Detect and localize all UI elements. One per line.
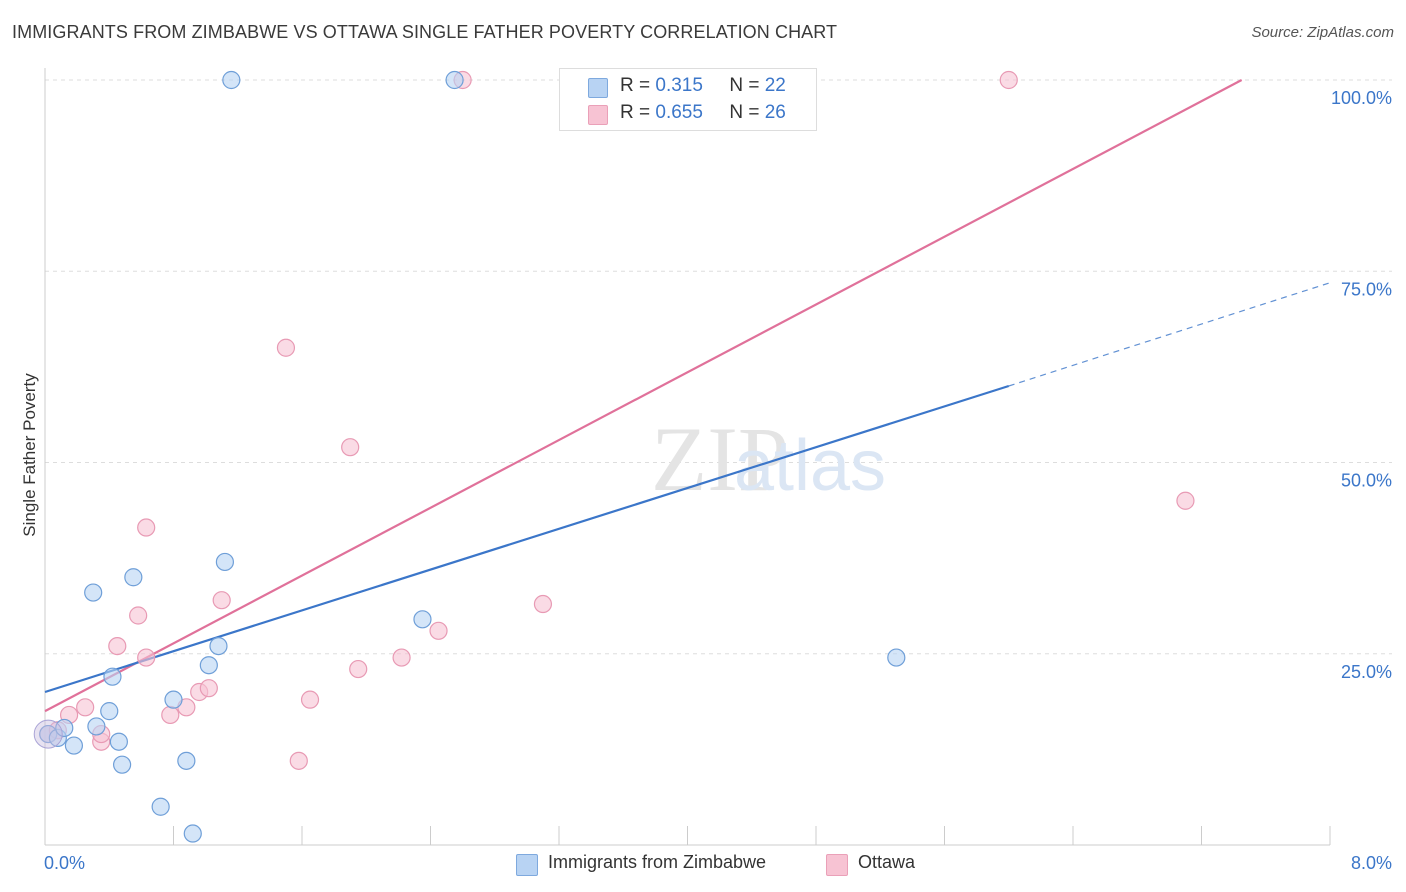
legend-r-value: 0.315 [655,75,703,96]
bottom-legend-ottawa: Ottawa [826,852,916,876]
ottawa-point [129,606,148,625]
ottawa-point [999,70,1018,90]
zimbabwe-point [199,656,218,675]
zimbabwe-point [124,568,143,587]
zimbabwe-point [164,690,183,709]
tick-label-layer: 25.0% 50.0% 75.0% 100.0% 0.0% 8.0% [44,88,1392,873]
zimbabwe-point [64,736,84,755]
axis-layer [44,68,1331,846]
zimbabwe-trend-line [44,384,1010,694]
ottawa-point [300,690,320,709]
y-tick-label: 75.0% [1341,279,1392,299]
grid-layer [45,79,1392,655]
overlap-point [33,719,63,749]
x-tick-label: 0.0% [44,853,85,873]
zimbabwe-point [413,610,432,629]
zimbabwe-point [183,824,202,843]
zimbabwe-point [84,583,103,602]
point-layer [33,70,1195,843]
x-tick-label: 8.0% [1351,853,1392,873]
zimbabwe-point [151,797,170,816]
legend-n-value: 22 [764,75,786,96]
zimbabwe-point [55,718,74,738]
ottawa-point [199,679,218,698]
y-tick-label: 50.0% [1341,471,1392,491]
y-tick-label: 100.0% [1331,88,1392,108]
bottom-legend-swatch-pink [826,854,848,876]
ottawa-point [349,659,368,679]
legend-r-value: 0.655 [655,102,703,123]
ottawa-point [429,621,448,640]
bottom-legend-label: Immigrants from Zimbabwe [548,852,767,872]
trend-layer [44,79,1331,713]
legend-n-label: N = [729,75,760,96]
zimbabwe-point [100,702,119,721]
y-tick-label: 25.0% [1341,662,1392,682]
ottawa-point [289,751,308,770]
zimbabwe-point [887,648,906,667]
ottawa-point [137,648,156,667]
y-axis-title: Single Father Poverty [20,373,39,537]
ottawa-point [161,705,180,725]
ottawa-point [392,648,411,667]
correlation-legend: R = 0.315 N = 22 R = 0.655 N = 26 [559,68,817,131]
legend-r-label: R = [620,102,651,123]
legend-n-value: 26 [764,102,786,123]
legend-swatch-pink [588,105,608,125]
source-label: Source: ZipAtlas.com [1251,24,1394,41]
ottawa-point [341,438,360,457]
ottawa-point [108,636,127,656]
legend-row-ottawa: R = 0.655 N = 26 [560,102,816,128]
zimbabwe-point [177,751,196,770]
ottawa-trend-line [44,79,1243,713]
legend-r-label: R = [620,75,651,96]
zimbabwe-point [215,552,234,572]
zimbabwe-point [445,70,464,90]
zimbabwe-point [103,667,122,686]
zimbabwe-point [209,636,228,656]
bottom-legend-label: Ottawa [858,852,916,872]
zimbabwe-point [87,717,106,736]
zimbabwe-point [222,70,241,90]
zimbabwe-point [109,732,128,751]
ottawa-point [276,338,296,357]
ottawa-point [137,518,156,537]
legend-row-zimbabwe: R = 0.315 N = 22 [560,75,816,101]
zimbabwe-point [112,755,132,774]
bottom-legend-swatch-blue [516,854,538,876]
legend-swatch-blue [588,78,608,98]
bottom-legend-zimbabwe: Immigrants from Zimbabwe [516,852,767,876]
chart-title: IMMIGRANTS FROM ZIMBABWE VS OTTAWA SINGL… [12,22,838,42]
ottawa-point [212,591,231,610]
zimbabwe-trend-extension [1008,282,1331,387]
ottawa-point [1176,491,1195,510]
ottawa-point [533,594,553,614]
ottawa-point [76,698,95,717]
legend-n-label: N = [729,102,760,123]
